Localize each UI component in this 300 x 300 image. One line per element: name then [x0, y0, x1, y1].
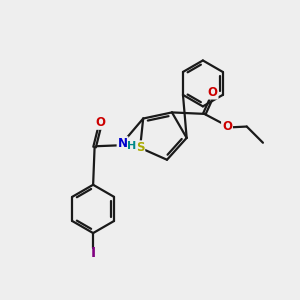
Text: N: N	[118, 137, 128, 150]
Text: O: O	[208, 85, 218, 99]
Text: H: H	[128, 141, 136, 151]
Text: S: S	[136, 141, 144, 154]
Text: O: O	[95, 116, 105, 129]
Text: I: I	[91, 246, 96, 260]
Text: O: O	[222, 120, 232, 133]
